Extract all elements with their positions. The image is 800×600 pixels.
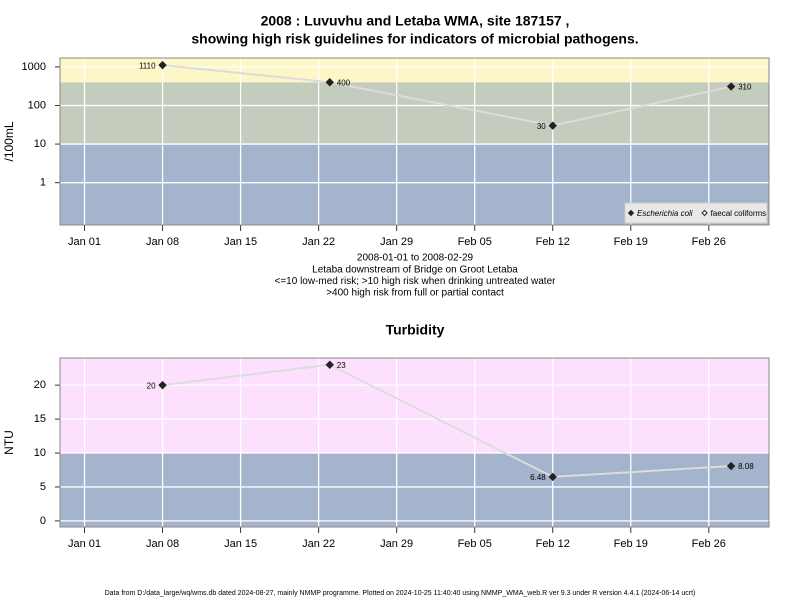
chart-title: Turbidity: [386, 322, 445, 338]
value-label: 20: [147, 381, 156, 390]
x-tick-label: Jan 22: [302, 236, 335, 248]
y-axis-label: NTU: [2, 430, 16, 455]
chart-title: showing high risk guidelines for indicat…: [191, 31, 638, 47]
note: <=10 low-med risk; >10 high risk when dr…: [275, 276, 557, 287]
x-tick-label: Feb 26: [692, 236, 726, 248]
x-tick-label: Jan 01: [68, 538, 101, 550]
note: >400 high risk from full or partial cont…: [326, 288, 504, 299]
value-label: 310: [738, 83, 752, 92]
series-line: [162, 363, 732, 478]
risk-band: [60, 358, 769, 454]
value-label: 8.08: [738, 462, 754, 471]
legend-marker: [701, 209, 708, 217]
y-tick-label: 20: [34, 379, 46, 391]
data-point: [325, 360, 334, 369]
value-label: 23: [337, 361, 346, 370]
data-point: [548, 121, 557, 130]
note: 2008-01-01 to 2008-02-29: [357, 253, 474, 264]
y-tick-label: 1: [40, 177, 46, 189]
y-tick-label: 15: [34, 413, 46, 425]
x-tick-label: Feb 12: [536, 236, 570, 248]
x-tick-label: Jan 22: [302, 538, 335, 550]
x-tick-label: Feb 19: [614, 236, 648, 248]
data-point: [158, 60, 167, 70]
series-line: [162, 64, 732, 127]
data-point: [726, 82, 736, 91]
legend: Escherichia coli faecal coliforms: [624, 202, 768, 224]
plot-frame: [59, 357, 770, 528]
x-tick-label: Jan 15: [224, 538, 257, 550]
legend-box: [624, 202, 768, 224]
x-tick-label: Jan 08: [146, 236, 179, 248]
x-tick-label: Jan 15: [224, 236, 257, 248]
risk-band: [60, 58, 769, 83]
value-label: 400: [337, 78, 351, 87]
plot-area: [60, 358, 769, 527]
x-tick-label: Feb 12: [536, 538, 570, 550]
data-point: [158, 380, 167, 390]
x-tick-label: Feb 05: [458, 236, 492, 248]
y-tick-label: 10: [34, 138, 46, 150]
x-tick-label: Jan 01: [68, 236, 101, 248]
x-tick-label: Feb 19: [614, 538, 648, 550]
x-tick-label: Feb 26: [692, 538, 726, 550]
legend-marker: [627, 209, 635, 217]
y-tick-label: 0: [40, 515, 46, 527]
legend-label: faecal coliforms: [711, 209, 767, 218]
plot-area: [60, 58, 769, 225]
x-tick-label: Jan 29: [380, 538, 413, 550]
y-tick-label: 100: [28, 99, 46, 111]
plot-frame: [59, 57, 770, 226]
data-point: [548, 472, 557, 482]
value-label: 6.48: [530, 473, 546, 482]
x-tick-label: Jan 29: [380, 236, 413, 248]
chart-title: 2008 : Luvuvhu and Letaba WMA, site 1871…: [261, 13, 570, 29]
y-tick-label: 10: [34, 447, 46, 459]
value-label: 1110: [139, 61, 156, 70]
data-point: [726, 461, 736, 471]
legend-label: Escherichia coli: [637, 209, 693, 218]
footer: Data from D:/data_large/wq/wms.db dated …: [105, 590, 696, 597]
y-axis-label: /100mL: [2, 121, 16, 161]
y-tick-label: 5: [40, 481, 46, 493]
x-tick-label: Jan 08: [146, 538, 179, 550]
y-tick-label: 1000: [22, 61, 46, 73]
x-tick-label: Feb 05: [458, 538, 492, 550]
risk-band: [60, 82, 769, 145]
data-point: [325, 78, 334, 87]
note: Letaba downstream of Bridge on Groot Let…: [312, 264, 518, 275]
risk-band: [60, 453, 769, 527]
value-label: 30: [537, 122, 546, 131]
